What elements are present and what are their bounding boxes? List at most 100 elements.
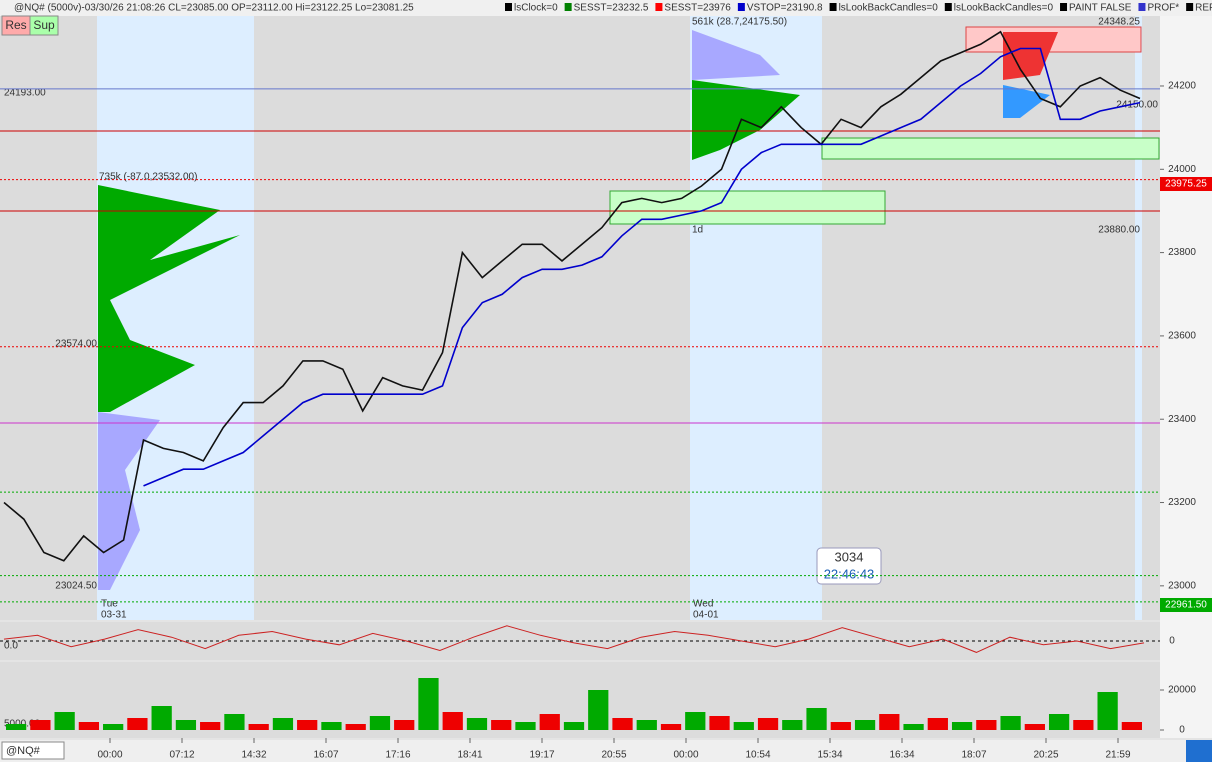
volume-bar bbox=[879, 714, 900, 730]
annotation: 22961.50 bbox=[1165, 600, 1207, 611]
volume-bar bbox=[733, 722, 754, 730]
volume-bar bbox=[175, 720, 197, 730]
indicator-swatch bbox=[829, 3, 837, 11]
toolbar bbox=[0, 0, 1212, 16]
volume-tick-label: 0 bbox=[1179, 725, 1185, 736]
indicator-swatch bbox=[1138, 3, 1146, 11]
indicator-label: PAINT FALSE bbox=[1069, 3, 1132, 14]
y-tick-label: 23800 bbox=[1168, 247, 1196, 258]
session-band bbox=[1135, 16, 1142, 620]
volume-bar bbox=[806, 708, 827, 730]
y-tick-label: 23000 bbox=[1168, 580, 1196, 591]
x-tick-label: 17:16 bbox=[385, 750, 410, 761]
volume-bar bbox=[854, 720, 876, 730]
volume-bar bbox=[588, 690, 609, 730]
volume-bar bbox=[757, 718, 779, 730]
annotation: 735k (-87.0,23532.00) bbox=[99, 172, 197, 183]
volume-bar bbox=[224, 714, 245, 730]
indicator-label: SESST=23976 bbox=[664, 3, 731, 14]
annotation: 24150.00 bbox=[1116, 100, 1158, 111]
annotation: 23880.00 bbox=[1098, 225, 1140, 236]
x-tick-label: 18:07 bbox=[961, 750, 986, 761]
indicator-label: PROF* bbox=[1147, 3, 1179, 14]
oscillator-line bbox=[3, 625, 1145, 653]
x-tick-label: 07:12 bbox=[169, 750, 194, 761]
volume-bar bbox=[976, 720, 997, 730]
volume-bar bbox=[442, 712, 463, 730]
volume-bar bbox=[660, 724, 682, 730]
oscillator-tick-label: 0 bbox=[1169, 636, 1175, 647]
volume-bar bbox=[685, 712, 706, 730]
volume-bar bbox=[418, 678, 439, 730]
support-zone bbox=[821, 137, 1160, 160]
volume-bar bbox=[321, 722, 342, 730]
price-line bbox=[143, 47, 1141, 487]
volume-bar bbox=[127, 718, 148, 730]
chart-title: @NQ# (5000v)-03/30/26 21:08:26 CL=23085.… bbox=[14, 3, 414, 14]
volume-bar bbox=[903, 724, 924, 730]
volume-bar bbox=[1024, 724, 1045, 730]
symbol-dropdown[interactable] bbox=[1, 741, 65, 760]
indicator-label: REF= bbox=[1195, 3, 1212, 14]
x-tick-label: 16:34 bbox=[889, 750, 914, 761]
clock-time: 22:46:43 bbox=[824, 566, 875, 581]
x-tick-label: 20:55 bbox=[601, 750, 626, 761]
annotation: 24348.25 bbox=[1098, 17, 1140, 28]
volume-bar bbox=[830, 722, 851, 730]
volume-bar bbox=[1097, 692, 1118, 730]
x-tick-label: 14:32 bbox=[241, 750, 266, 761]
volume-bar bbox=[563, 722, 585, 730]
volume-bar bbox=[1121, 722, 1142, 730]
y-tick-label: 23200 bbox=[1168, 497, 1196, 508]
res-button-label[interactable]: Res bbox=[5, 18, 26, 32]
indicator-swatch bbox=[1060, 3, 1068, 11]
volume-bar bbox=[612, 718, 633, 730]
sup-button[interactable] bbox=[29, 15, 59, 36]
volume-bar bbox=[394, 720, 415, 730]
y-tick-label: 24000 bbox=[1168, 164, 1196, 175]
sup-button-label[interactable]: Sup bbox=[33, 18, 55, 32]
x-tick-label: 16:07 bbox=[313, 750, 338, 761]
x-tick-label: 20:25 bbox=[1033, 750, 1058, 761]
volume-bar bbox=[78, 722, 100, 730]
indicator-swatch bbox=[655, 3, 663, 11]
add-button[interactable] bbox=[1186, 740, 1212, 762]
x-tick-label: 15:34 bbox=[817, 750, 842, 761]
annotation: Wed bbox=[693, 599, 713, 610]
oscillator-baseline-label: 0.0 bbox=[4, 641, 18, 652]
x-tick-label: 21:59 bbox=[1105, 750, 1130, 761]
annotation: 1d bbox=[692, 225, 703, 236]
price-line bbox=[3, 30, 1141, 562]
x-tick-label: 00:00 bbox=[97, 750, 122, 761]
volume-profile bbox=[1003, 32, 1058, 80]
volume-bar bbox=[1073, 720, 1094, 730]
volume-bar bbox=[248, 724, 269, 730]
symbol[interactable]: @NQ# bbox=[6, 745, 41, 757]
volume-profile bbox=[98, 185, 240, 412]
volume-bar bbox=[103, 724, 124, 730]
annotation: 04-01 bbox=[693, 610, 719, 621]
volume-bar bbox=[491, 720, 512, 730]
x-tick-label: 10:54 bbox=[745, 750, 770, 761]
volume-bar bbox=[466, 718, 488, 730]
annotation: 23574.00 bbox=[55, 339, 97, 350]
volume-bar bbox=[927, 718, 948, 730]
annotation: 561k (28.7,24175.50) bbox=[692, 17, 787, 28]
indicator-swatch bbox=[564, 3, 572, 11]
volume-bar bbox=[951, 722, 973, 730]
price-flag bbox=[1160, 177, 1212, 191]
indicator-label: lsLookBackCandles=0 bbox=[954, 3, 1054, 14]
indicator-label: lsClock=0 bbox=[514, 3, 558, 14]
volume-bar bbox=[297, 720, 318, 730]
volume-bar bbox=[782, 720, 803, 730]
volume-bar bbox=[30, 720, 51, 730]
annotation: 23975.25 bbox=[1165, 179, 1207, 190]
x-tick-label: 00:00 bbox=[673, 750, 698, 761]
price-axis bbox=[1160, 16, 1212, 738]
indicator-swatch bbox=[944, 3, 952, 11]
volume-bar bbox=[369, 716, 391, 730]
volume-bar bbox=[54, 712, 75, 730]
indicator-label: lsLookBackCandles=0 bbox=[839, 3, 939, 14]
